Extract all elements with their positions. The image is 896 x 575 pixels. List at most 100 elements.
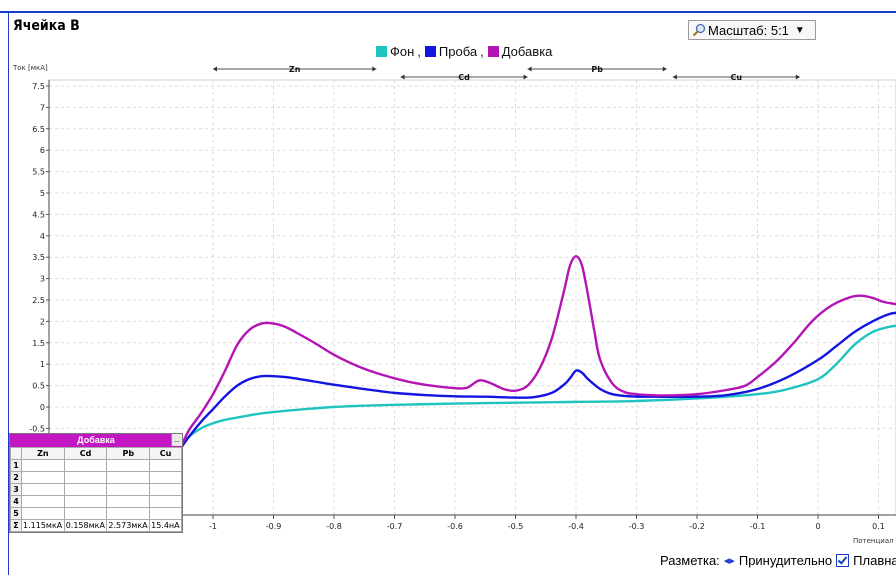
markup-toolbar: Разметка: ◂▸ Принудительно Плавная	[660, 553, 896, 568]
range-marker-cu[interactable]: Cu	[672, 73, 800, 82]
table-corner	[10, 447, 22, 460]
forced-option[interactable]: Принудительно	[738, 553, 833, 568]
table-cell[interactable]	[106, 495, 151, 508]
x-tick-label: 0	[815, 522, 820, 531]
sum-value: 0.158мкА	[63, 519, 108, 532]
x-tick-label: -0.2	[689, 522, 705, 531]
row-number: 4	[10, 495, 22, 508]
row-number: 5	[10, 507, 22, 520]
series-line-sample	[178, 311, 896, 451]
legend-label-background: Фон	[390, 44, 415, 59]
table-cell[interactable]	[21, 471, 65, 484]
column-header: Cd	[63, 447, 108, 460]
range-label: Zn	[289, 65, 301, 74]
range-marker-cd[interactable]: Cd	[400, 73, 528, 82]
row-number: 3	[10, 483, 22, 496]
table-row[interactable]: 2	[10, 471, 182, 484]
results-panel-header: Добавка _	[10, 434, 182, 447]
x-tick-label: -0.3	[629, 522, 645, 531]
y-tick-label: -0.5	[29, 424, 45, 433]
y-tick-label: 4	[40, 232, 45, 241]
y-tick-label: 5	[40, 189, 45, 198]
table-row[interactable]: 1	[10, 459, 182, 472]
chevron-down-icon: ▼	[794, 24, 805, 36]
y-tick-label: 2.5	[32, 296, 45, 305]
table-cell[interactable]	[63, 459, 108, 472]
sum-value: 1.115мкА	[21, 519, 65, 532]
table-cell[interactable]	[21, 459, 65, 472]
range-label: Cd	[458, 73, 470, 82]
magnifier-icon	[692, 23, 706, 37]
arrows-icon: ◂▸	[723, 555, 735, 567]
legend-item-background: Фон,	[376, 44, 421, 59]
y-tick-label: 0	[40, 403, 45, 412]
smooth-option[interactable]: Плавная	[853, 553, 896, 568]
y-axis-label: Ток [мкА]	[12, 64, 48, 72]
minimize-button[interactable]: _	[171, 434, 182, 446]
sum-value: 2.573мкА	[106, 519, 151, 532]
y-tick-label: 5.5	[32, 168, 45, 177]
legend-label-addition: Добавка	[501, 44, 553, 59]
sum-symbol: Σ	[10, 519, 22, 532]
table-cell[interactable]	[106, 471, 151, 484]
x-tick-label: 0.1	[872, 522, 885, 531]
y-tick-label: 7.5	[32, 82, 45, 91]
table-cell[interactable]	[106, 507, 151, 520]
sum-value: 15.4нА	[149, 519, 182, 532]
table-cell[interactable]	[63, 507, 108, 520]
sum-row: Σ 1.115мкА 0.158мкА 2.573мкА 15.4нА	[10, 519, 182, 532]
table-cell[interactable]	[63, 495, 108, 508]
window-left-border	[8, 11, 9, 575]
table-cell[interactable]	[149, 471, 182, 484]
table-row[interactable]: 4	[10, 495, 182, 508]
column-header: Pb	[106, 447, 151, 460]
range-marker-pb[interactable]: Pb	[527, 65, 667, 74]
window-top-border	[0, 11, 896, 13]
table-cell[interactable]	[106, 483, 151, 496]
legend-label-sample: Проба	[438, 44, 478, 59]
column-header: Cu	[149, 447, 182, 460]
table-cell[interactable]	[149, 459, 182, 472]
y-tick-label: 7	[40, 103, 45, 112]
x-tick-label: -0.4	[568, 522, 584, 531]
x-tick-label: -0.6	[447, 522, 463, 531]
table-cell[interactable]	[21, 483, 65, 496]
table-row[interactable]: 5	[10, 507, 182, 520]
x-axis-label: Потенциал [	[853, 537, 896, 545]
table-cell[interactable]	[106, 459, 151, 472]
scale-dropdown[interactable]: Масштаб: 5:1 ▼	[688, 20, 816, 40]
legend-item-sample: Проба,	[424, 44, 484, 59]
x-tick-label: -0.8	[326, 522, 342, 531]
table-cell[interactable]	[63, 471, 108, 484]
y-tick-label: 2	[40, 317, 45, 326]
legend-item-addition: Добавка	[487, 44, 553, 59]
results-table: Zn Cd Pb Cu 1 2 3 4 5 Σ 1.115мкА 0.158мк…	[10, 447, 182, 532]
smooth-checkbox[interactable]	[836, 554, 850, 567]
range-label: Pb	[591, 65, 603, 74]
column-header: Zn	[21, 447, 65, 460]
range-label: Cu	[731, 73, 743, 82]
table-cell[interactable]	[63, 483, 108, 496]
series-line-addition	[178, 255, 896, 451]
x-tick-label: -0.9	[266, 522, 282, 531]
table-cell[interactable]	[149, 507, 182, 520]
y-tick-label: 6.5	[32, 125, 45, 134]
table-cell[interactable]	[21, 507, 65, 520]
x-tick-label: -0.1	[750, 522, 766, 531]
table-cell[interactable]	[149, 495, 182, 508]
row-number: 2	[10, 471, 22, 484]
y-tick-label: 1.5	[32, 339, 45, 348]
x-tick-label: -0.5	[508, 522, 524, 531]
table-cell[interactable]	[149, 483, 182, 496]
markup-label: Разметка:	[660, 553, 720, 568]
chart-legend: Фон, Проба, Добавка	[376, 44, 552, 59]
row-number: 1	[10, 459, 22, 472]
y-tick-label: 3.5	[32, 253, 45, 262]
x-tick-label: -1	[209, 522, 217, 531]
results-panel: Добавка _ Zn Cd Pb Cu 1 2 3 4 5 Σ 1.115м…	[9, 433, 183, 533]
window-title: Ячейка В	[13, 18, 80, 34]
range-marker-zn[interactable]: Zn	[213, 65, 377, 74]
table-row[interactable]: 3	[10, 483, 182, 496]
table-cell[interactable]	[21, 495, 65, 508]
